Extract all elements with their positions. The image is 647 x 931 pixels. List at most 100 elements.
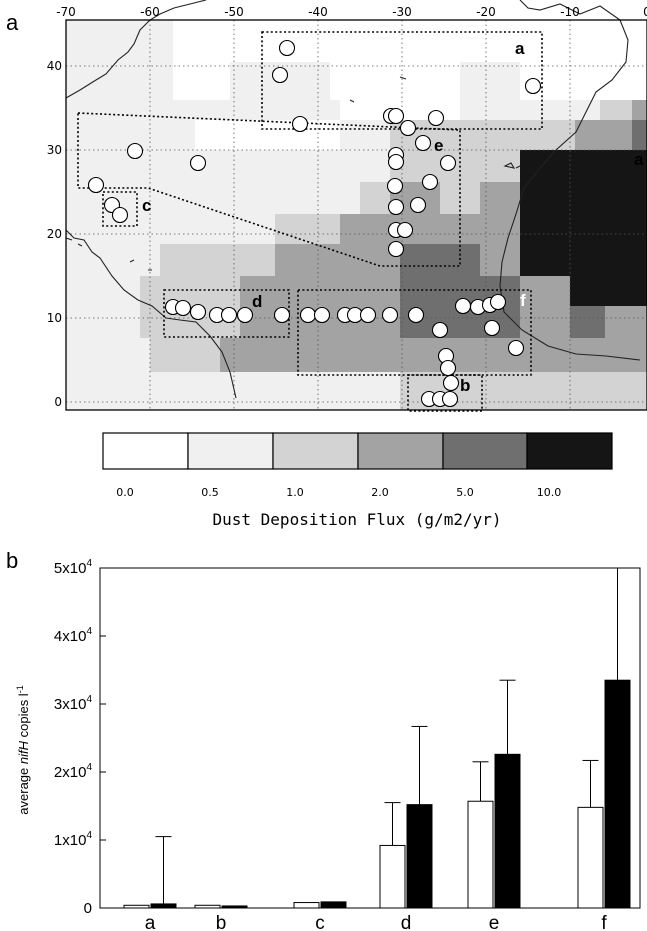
colorbar-bin-3 bbox=[357, 432, 444, 470]
colorbar-tick-label: 10.0 bbox=[537, 486, 562, 499]
colorbar bbox=[102, 432, 613, 470]
station-marker bbox=[189, 154, 207, 172]
flux-cell-11-0 bbox=[66, 372, 240, 410]
bar-a-series1 bbox=[123, 904, 150, 909]
colorbar-bin-1 bbox=[187, 432, 274, 470]
flux-cell-10-0 bbox=[66, 338, 150, 372]
station-marker bbox=[387, 198, 405, 216]
station-marker bbox=[489, 293, 507, 311]
station-marker bbox=[236, 306, 254, 324]
flux-cell-5-5 bbox=[520, 182, 647, 214]
flux-cell-2-3 bbox=[460, 100, 520, 120]
station-marker bbox=[439, 154, 457, 172]
flux-cell-11-1 bbox=[240, 372, 400, 410]
dust-map-figure: a -70 -60 -50 -40 -30 -20 -10 0 40 30 20 10 0 a e c… bbox=[6, 0, 647, 529]
flux-cell-2-5 bbox=[600, 100, 632, 120]
station-marker bbox=[439, 359, 457, 377]
region-label-d: d bbox=[252, 292, 262, 311]
flux-cell-1-4 bbox=[460, 62, 520, 100]
flux-cell-0-0 bbox=[66, 20, 173, 62]
station-marker bbox=[387, 107, 405, 125]
flux-cell-9-6 bbox=[605, 306, 647, 338]
region-box-d bbox=[163, 289, 290, 338]
flux-cell-2-6 bbox=[632, 100, 647, 120]
colorbar-tick-label: 1.0 bbox=[286, 486, 304, 499]
flux-cell-8-2 bbox=[240, 276, 400, 306]
flux-cell-3-5 bbox=[520, 120, 575, 150]
colorbar-title: Dust Deposition Flux (g/m2/yr) bbox=[213, 510, 502, 529]
flux-cell-0-2 bbox=[520, 20, 647, 62]
x-category-label-e: e bbox=[489, 913, 500, 931]
flux-cell-1-5 bbox=[520, 62, 647, 100]
flux-cell-1-3 bbox=[330, 62, 460, 100]
station-marker bbox=[111, 206, 129, 224]
station-marker bbox=[87, 176, 105, 194]
y-tick-label: 4x104 bbox=[54, 626, 93, 645]
flux-cell-11-2 bbox=[400, 372, 520, 410]
map-gridlines bbox=[66, 20, 647, 410]
lat-tick-label: 30 bbox=[47, 143, 62, 157]
region-label-e: e bbox=[434, 136, 443, 155]
station-marker bbox=[483, 319, 501, 337]
station-marker bbox=[387, 153, 405, 171]
flux-cell-3-7 bbox=[632, 120, 647, 150]
colorbar-bin-5 bbox=[526, 432, 613, 470]
plot-frame bbox=[99, 567, 641, 909]
station-marker bbox=[387, 240, 405, 258]
station-marker bbox=[454, 297, 472, 315]
station-marker bbox=[407, 306, 425, 324]
station-marker bbox=[381, 306, 399, 324]
region-box-a bbox=[261, 31, 543, 130]
flux-cell-9-5 bbox=[570, 306, 605, 338]
lon-tick-label: -70 bbox=[56, 5, 76, 19]
region-box-c bbox=[102, 191, 138, 227]
y-tick-label: 1x104 bbox=[54, 830, 93, 849]
colorbar-tick-labels: 0.0 0.5 1.0 2.0 5.0 10.0 bbox=[116, 486, 561, 499]
flux-cell-3-4 bbox=[460, 120, 520, 150]
colorbar-bin-2 bbox=[272, 432, 359, 470]
station-marker bbox=[399, 119, 417, 137]
flux-cell-7-0 bbox=[66, 244, 160, 276]
flux-cell-1-1 bbox=[173, 62, 230, 100]
y-tick-label: 2x104 bbox=[54, 762, 93, 781]
flux-cell-8-1 bbox=[140, 276, 240, 306]
coastlines bbox=[65, 0, 641, 399]
colorbar-bin-0 bbox=[102, 432, 189, 470]
station-marker bbox=[414, 134, 432, 152]
lat-tick-label: 20 bbox=[47, 227, 62, 241]
bar-e-series1 bbox=[467, 800, 494, 909]
station-markers bbox=[87, 39, 542, 408]
lon-tick-label: -10 bbox=[560, 5, 580, 19]
flux-cell-10-1 bbox=[150, 338, 220, 372]
station-marker bbox=[421, 173, 439, 191]
station-marker bbox=[189, 303, 207, 321]
panel-a-letter: a bbox=[6, 10, 19, 35]
latitude-tick-labels: 40 30 20 10 0 bbox=[47, 59, 62, 409]
station-marker bbox=[524, 77, 542, 95]
bar-chart-axes bbox=[99, 567, 641, 909]
flux-cell-8-0 bbox=[66, 276, 140, 306]
region-label-edge-a: a bbox=[634, 150, 644, 169]
station-marker bbox=[126, 142, 144, 160]
flux-cell-4-5 bbox=[632, 150, 647, 182]
bar-d-series2 bbox=[406, 804, 433, 909]
flux-cell-7-2 bbox=[275, 244, 400, 276]
y-tick-label: 3x104 bbox=[54, 694, 93, 713]
bar-c-series2 bbox=[320, 901, 347, 909]
colorbar-tick-label: 0.0 bbox=[116, 486, 134, 499]
region-label-b: b bbox=[460, 376, 470, 395]
region-label-f: f bbox=[520, 291, 526, 310]
dust-flux-grid bbox=[66, 20, 647, 410]
station-marker bbox=[409, 196, 427, 214]
colorbar-bin-4 bbox=[442, 432, 528, 470]
y-tick-label: 0 bbox=[84, 900, 92, 917]
flux-cell-7-4 bbox=[480, 244, 520, 276]
flux-cell-4-4 bbox=[520, 150, 632, 182]
bar-d-series1 bbox=[379, 844, 406, 909]
lat-tick-label: 10 bbox=[47, 311, 62, 325]
station-marker bbox=[441, 390, 459, 408]
bar-f-series1 bbox=[577, 806, 604, 909]
flux-cell-7-5 bbox=[520, 244, 647, 276]
station-marker bbox=[278, 39, 296, 57]
colorbar-tick-label: 2.0 bbox=[371, 486, 389, 499]
